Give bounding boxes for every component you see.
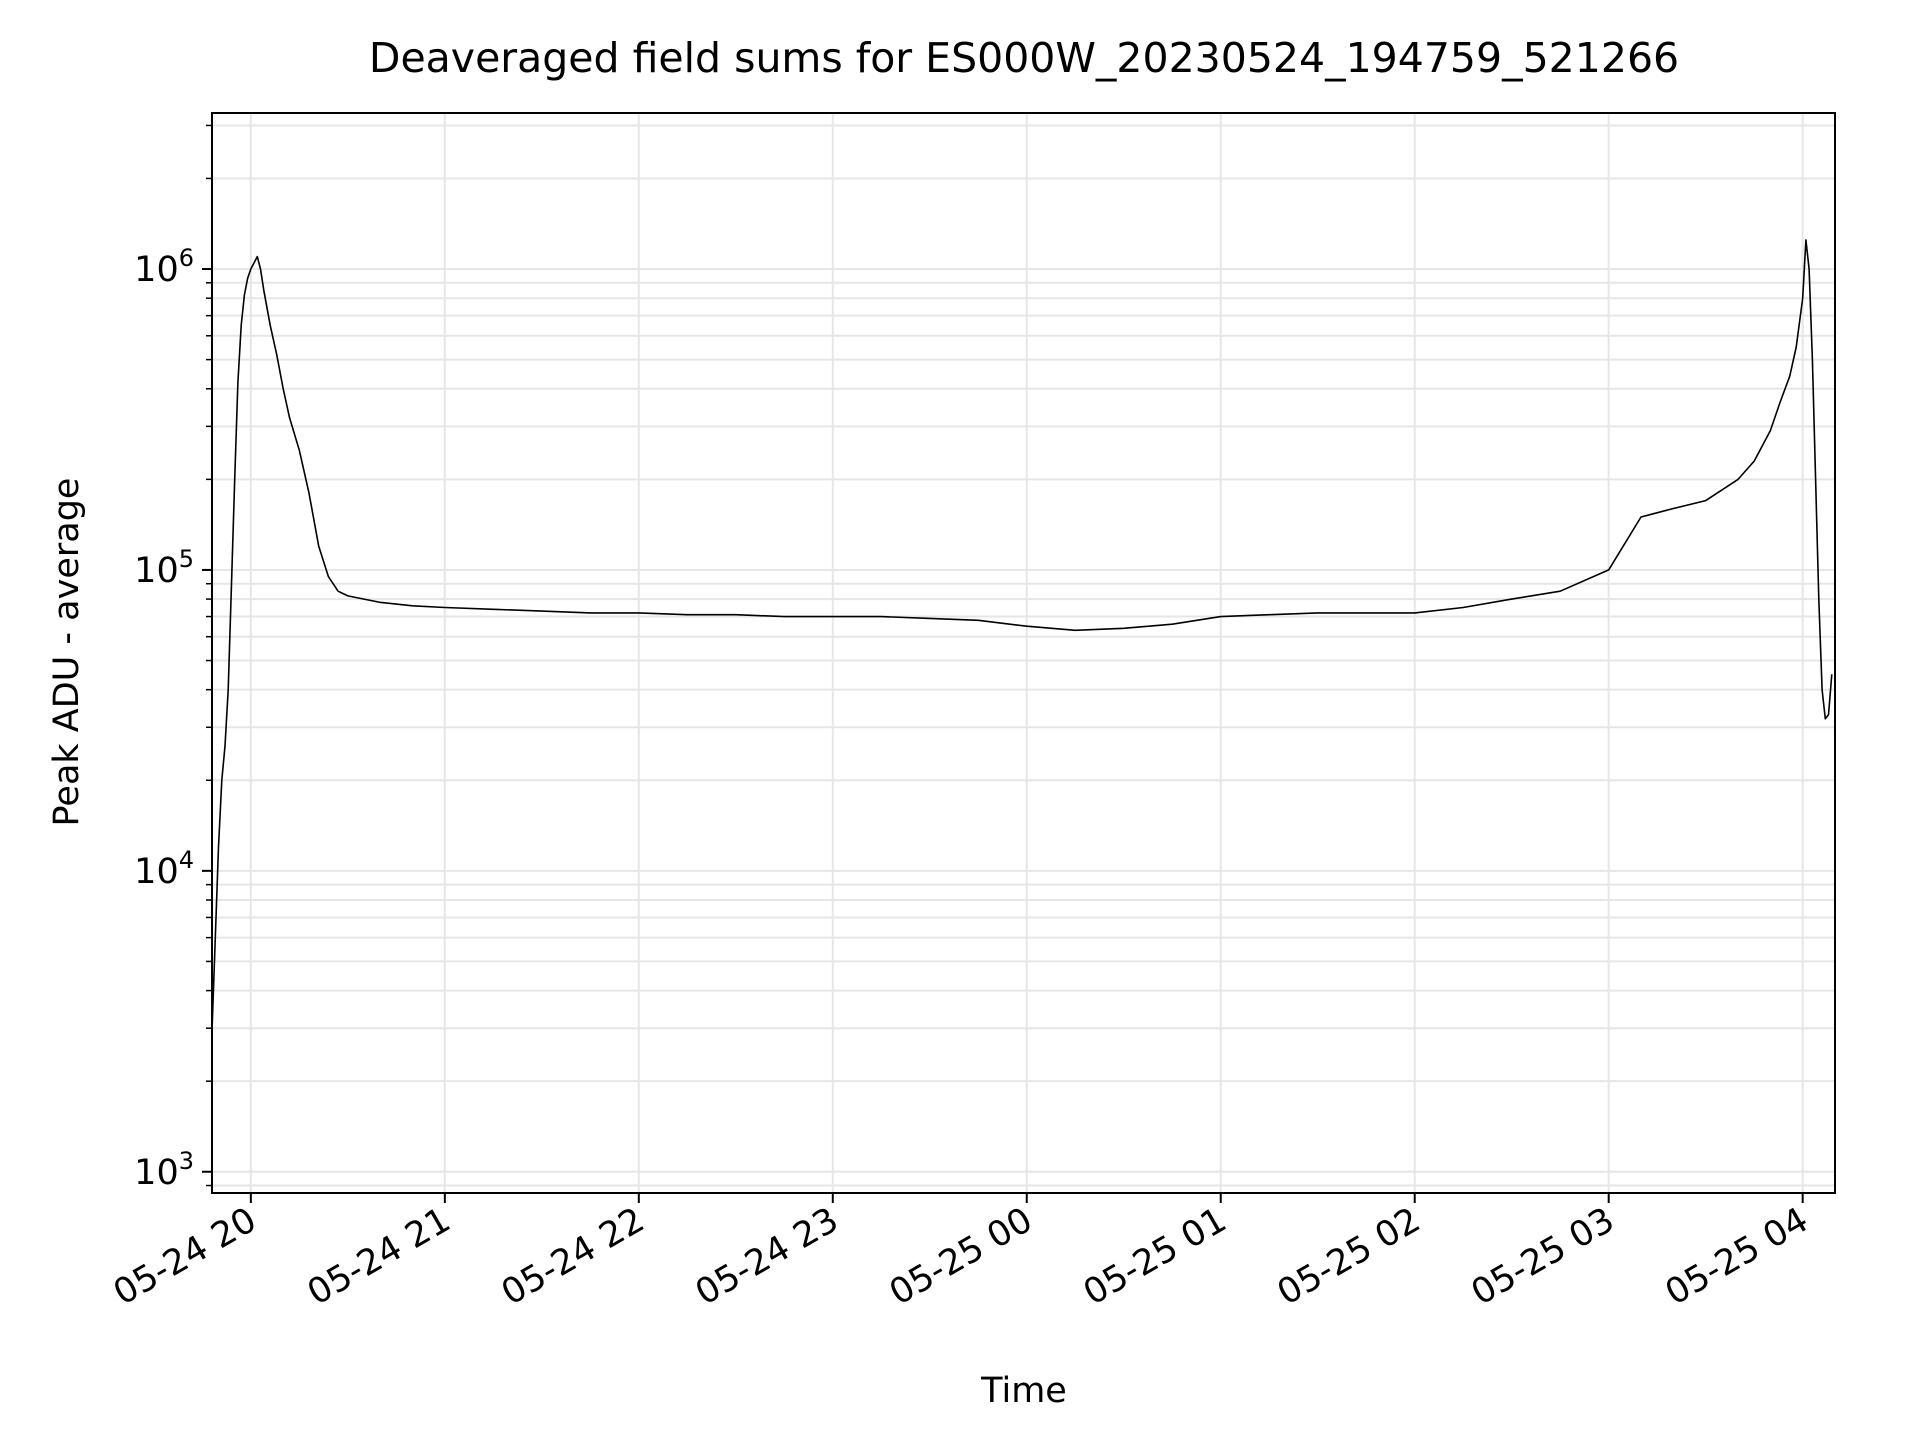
y-tick-label-base: 10 [134, 1153, 179, 1193]
x-axis-label: Time [980, 1371, 1067, 1411]
y-tick-label: 106 [134, 244, 194, 290]
y-tick-label: 105 [134, 545, 194, 591]
y-tick-label-base: 10 [134, 852, 179, 892]
y-tick-label-exponent: 3 [179, 1147, 194, 1175]
series-line [212, 239, 1833, 1029]
y-tick-label-exponent: 5 [179, 545, 194, 573]
y-tick-label-exponent: 4 [179, 846, 194, 874]
y-tick-label-exponent: 6 [179, 244, 194, 272]
grid-minor [212, 124, 1835, 1187]
y-tick-label-base: 10 [134, 250, 179, 290]
plot-frame [211, 112, 1836, 1194]
grid-major [212, 113, 1835, 1193]
plot-area [212, 239, 1833, 1029]
chart-title: Deaveraged field sums for ES000W_2023052… [369, 34, 1679, 82]
y-tick-label: 104 [134, 846, 194, 892]
y-axis-label: Peak ADU - average [47, 478, 87, 827]
y-tick-label: 103 [134, 1147, 194, 1193]
y-tick-label-base: 10 [134, 551, 179, 591]
